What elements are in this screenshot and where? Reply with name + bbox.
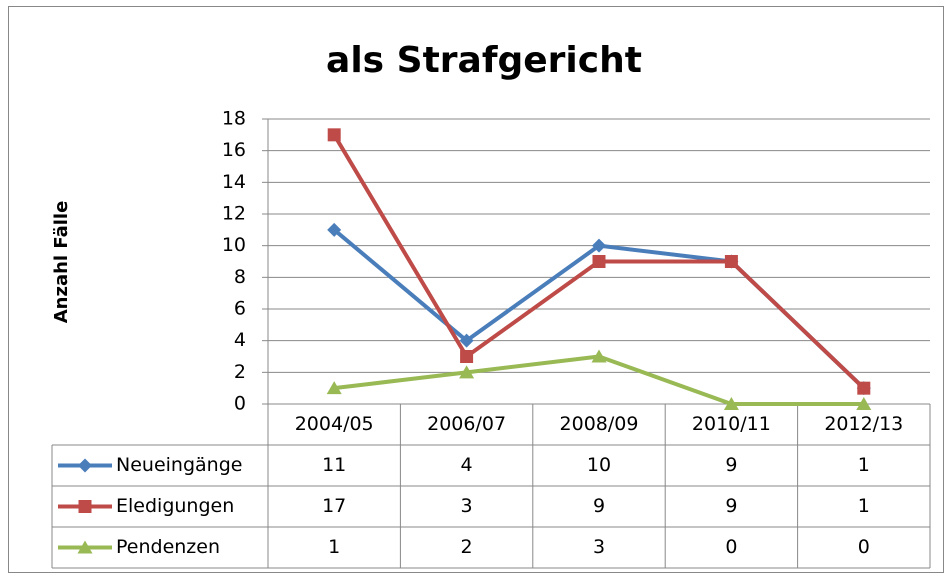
marker: [856, 397, 872, 410]
table-value: 2: [461, 536, 473, 558]
table-value: 3: [461, 495, 473, 517]
y-tick-label: 12: [222, 203, 246, 225]
marker: [77, 540, 93, 554]
table-value: 9: [725, 454, 737, 476]
x-tick-label: 2008/09: [560, 413, 639, 435]
marker: [592, 238, 606, 253]
table-value: 10: [587, 454, 611, 476]
marker: [460, 350, 474, 363]
x-tick-label: 2004/05: [295, 413, 374, 435]
table-value: 9: [725, 495, 737, 517]
table-value: 1: [858, 454, 870, 476]
legend-label: Pendenzen: [116, 536, 220, 558]
marker: [724, 255, 738, 268]
table-value: 0: [725, 536, 737, 558]
y-tick-label: 0: [234, 393, 246, 415]
legend-label: Neueingänge: [116, 454, 242, 476]
marker: [327, 128, 341, 142]
chart-border: [8, 6, 944, 573]
marker: [592, 255, 606, 268]
marker: [723, 397, 739, 410]
table-value: 11: [322, 454, 346, 476]
table-value: 9: [593, 495, 605, 517]
y-tick-label: 2: [234, 361, 246, 383]
y-tick-label: 8: [234, 266, 246, 288]
table-value: 3: [593, 536, 605, 558]
marker: [326, 381, 342, 395]
x-tick-label: 2012/13: [824, 413, 903, 435]
marker: [327, 222, 342, 237]
legend-label: Eledigungen: [116, 495, 234, 517]
marker: [857, 381, 871, 395]
marker: [591, 349, 607, 363]
marker: [459, 365, 475, 379]
y-tick-label: 18: [222, 108, 246, 130]
marker: [78, 458, 92, 473]
y-axis-label: Anzahl Fälle: [51, 201, 72, 324]
y-tick-label: 14: [222, 171, 246, 193]
x-tick-label: 2010/11: [692, 413, 771, 435]
marker: [459, 333, 474, 348]
y-tick-label: 10: [222, 234, 246, 256]
x-tick-label: 2006/07: [427, 413, 506, 435]
y-tick-label: 16: [222, 139, 246, 161]
table-value: 0: [858, 536, 870, 558]
table-value: 17: [322, 495, 346, 517]
table-value: 1: [858, 495, 870, 517]
marker: [78, 500, 92, 513]
y-tick-label: 4: [234, 329, 246, 351]
chart-title: als Strafgericht: [326, 40, 642, 81]
table-value: 1: [328, 536, 340, 558]
table-value: 4: [461, 454, 473, 476]
y-tick-label: 6: [234, 298, 246, 320]
